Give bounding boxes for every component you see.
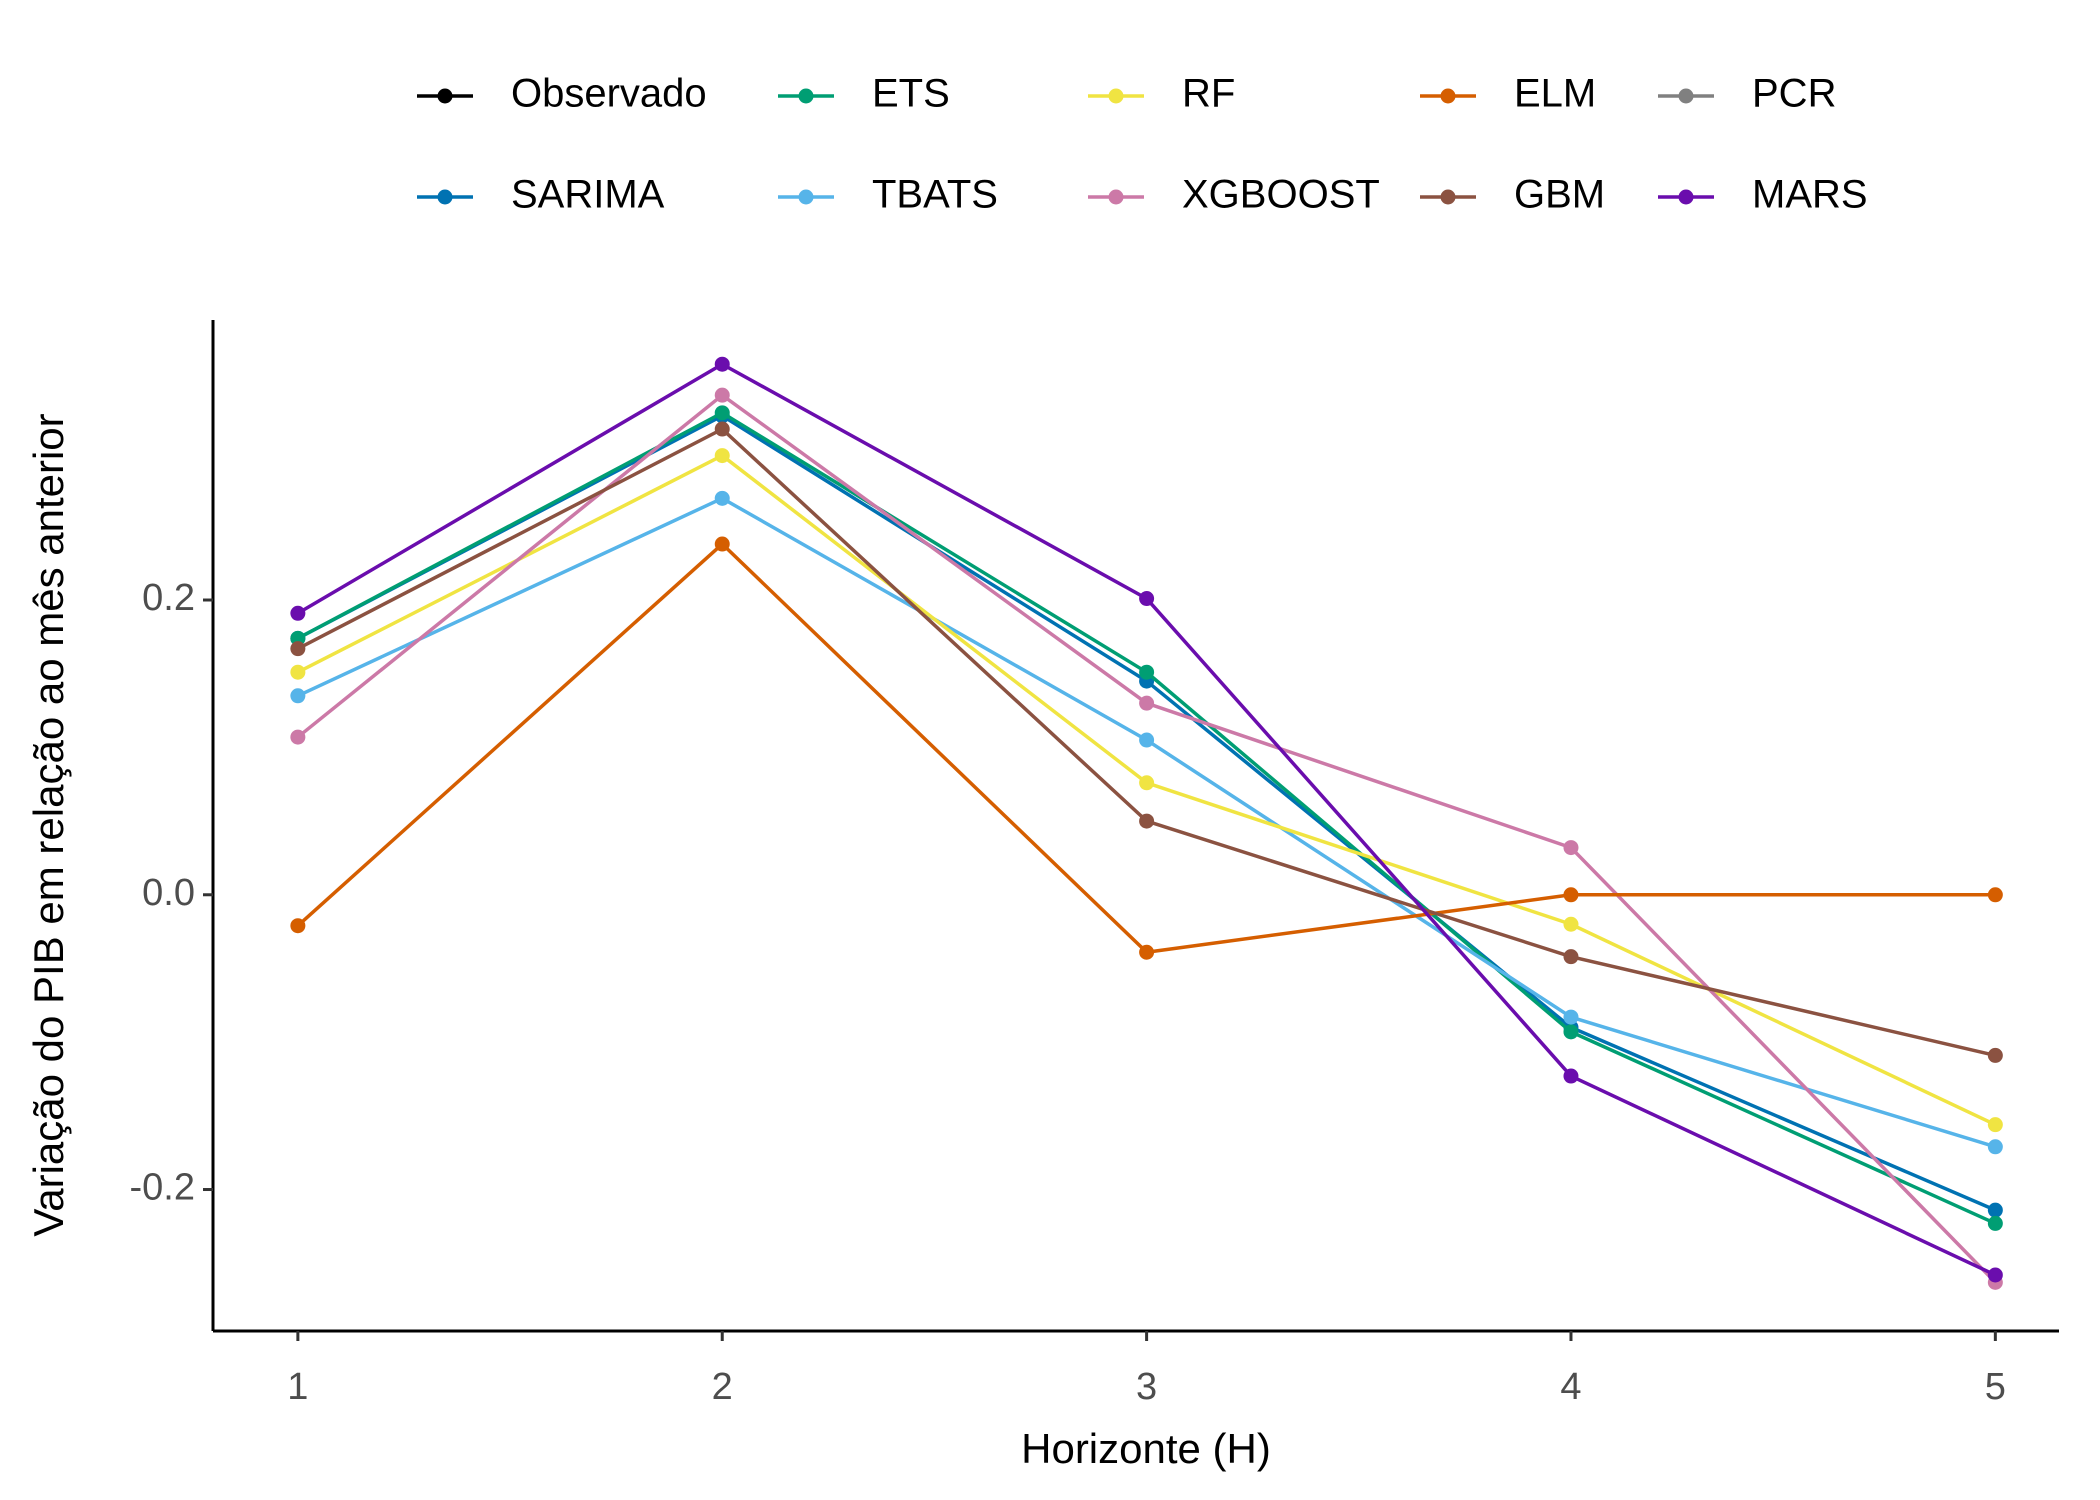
data-point <box>1563 840 1579 856</box>
data-point <box>714 448 730 464</box>
data-point <box>1563 887 1579 903</box>
legend-point <box>1108 189 1124 205</box>
data-point <box>1987 887 2003 903</box>
data-point <box>290 729 306 745</box>
x-axis-label: Horizonte (H) <box>1021 1425 1271 1472</box>
legend-label: XGBOOST <box>1182 173 1380 217</box>
y-tick-label: 0.0 <box>142 872 195 914</box>
legend-point <box>1678 88 1694 104</box>
legend-label: GBM <box>1514 173 1605 217</box>
data-point <box>290 918 306 934</box>
data-point <box>1987 1202 2003 1218</box>
data-point <box>1563 1068 1579 1084</box>
y-tick-label: 0.2 <box>142 577 195 619</box>
x-tick-label: 5 <box>1985 1366 2006 1408</box>
legend-label: ELM <box>1514 72 1596 116</box>
data-point <box>290 605 306 621</box>
data-point <box>290 641 306 657</box>
legend-point <box>1440 88 1456 104</box>
data-point <box>1139 695 1155 711</box>
legend-label: SARIMA <box>511 173 665 217</box>
legend-point <box>1440 189 1456 205</box>
x-tick-label: 3 <box>1136 1366 1157 1408</box>
data-point <box>714 536 730 552</box>
data-point <box>290 664 306 680</box>
data-point <box>1987 1117 2003 1133</box>
data-point <box>290 688 306 704</box>
legend-point <box>437 88 453 104</box>
data-point <box>1987 1047 2003 1063</box>
data-point <box>1987 1267 2003 1283</box>
data-point <box>714 421 730 437</box>
legend-label: TBATS <box>872 173 998 217</box>
legend-point <box>798 88 814 104</box>
legend-label: MARS <box>1752 173 1868 217</box>
legend-label: Observado <box>511 72 707 116</box>
data-point <box>1139 813 1155 829</box>
data-point <box>714 405 730 421</box>
data-point <box>1987 1139 2003 1155</box>
data-point <box>290 630 306 646</box>
y-tick-label: -0.2 <box>130 1167 195 1209</box>
legend-point <box>437 189 453 205</box>
legend-point <box>1678 189 1694 205</box>
data-point <box>714 356 730 372</box>
data-point <box>1563 1024 1579 1040</box>
legend-point <box>1108 88 1124 104</box>
legend-label: RF <box>1182 72 1235 116</box>
y-axis-label: Variação do PIB em relação ao mês anteri… <box>25 413 72 1236</box>
series-line <box>297 413 1997 1212</box>
data-point <box>1987 1215 2003 1231</box>
x-tick-label: 1 <box>287 1366 308 1408</box>
data-point <box>1563 916 1579 932</box>
legend-label: ETS <box>872 72 950 116</box>
data-point <box>1563 1009 1579 1025</box>
data-point <box>1139 944 1155 960</box>
data-point <box>1139 591 1155 607</box>
data-point <box>1563 949 1579 965</box>
legend-point <box>798 189 814 205</box>
data-point <box>1139 732 1155 748</box>
data-point <box>714 490 730 506</box>
data-point <box>1139 664 1155 680</box>
x-tick-label: 4 <box>1560 1366 1581 1408</box>
data-point <box>714 387 730 403</box>
series-line <box>296 392 1997 1284</box>
x-tick-label: 2 <box>712 1366 733 1408</box>
legend-label: PCR <box>1752 72 1836 116</box>
data-point <box>1139 775 1155 791</box>
